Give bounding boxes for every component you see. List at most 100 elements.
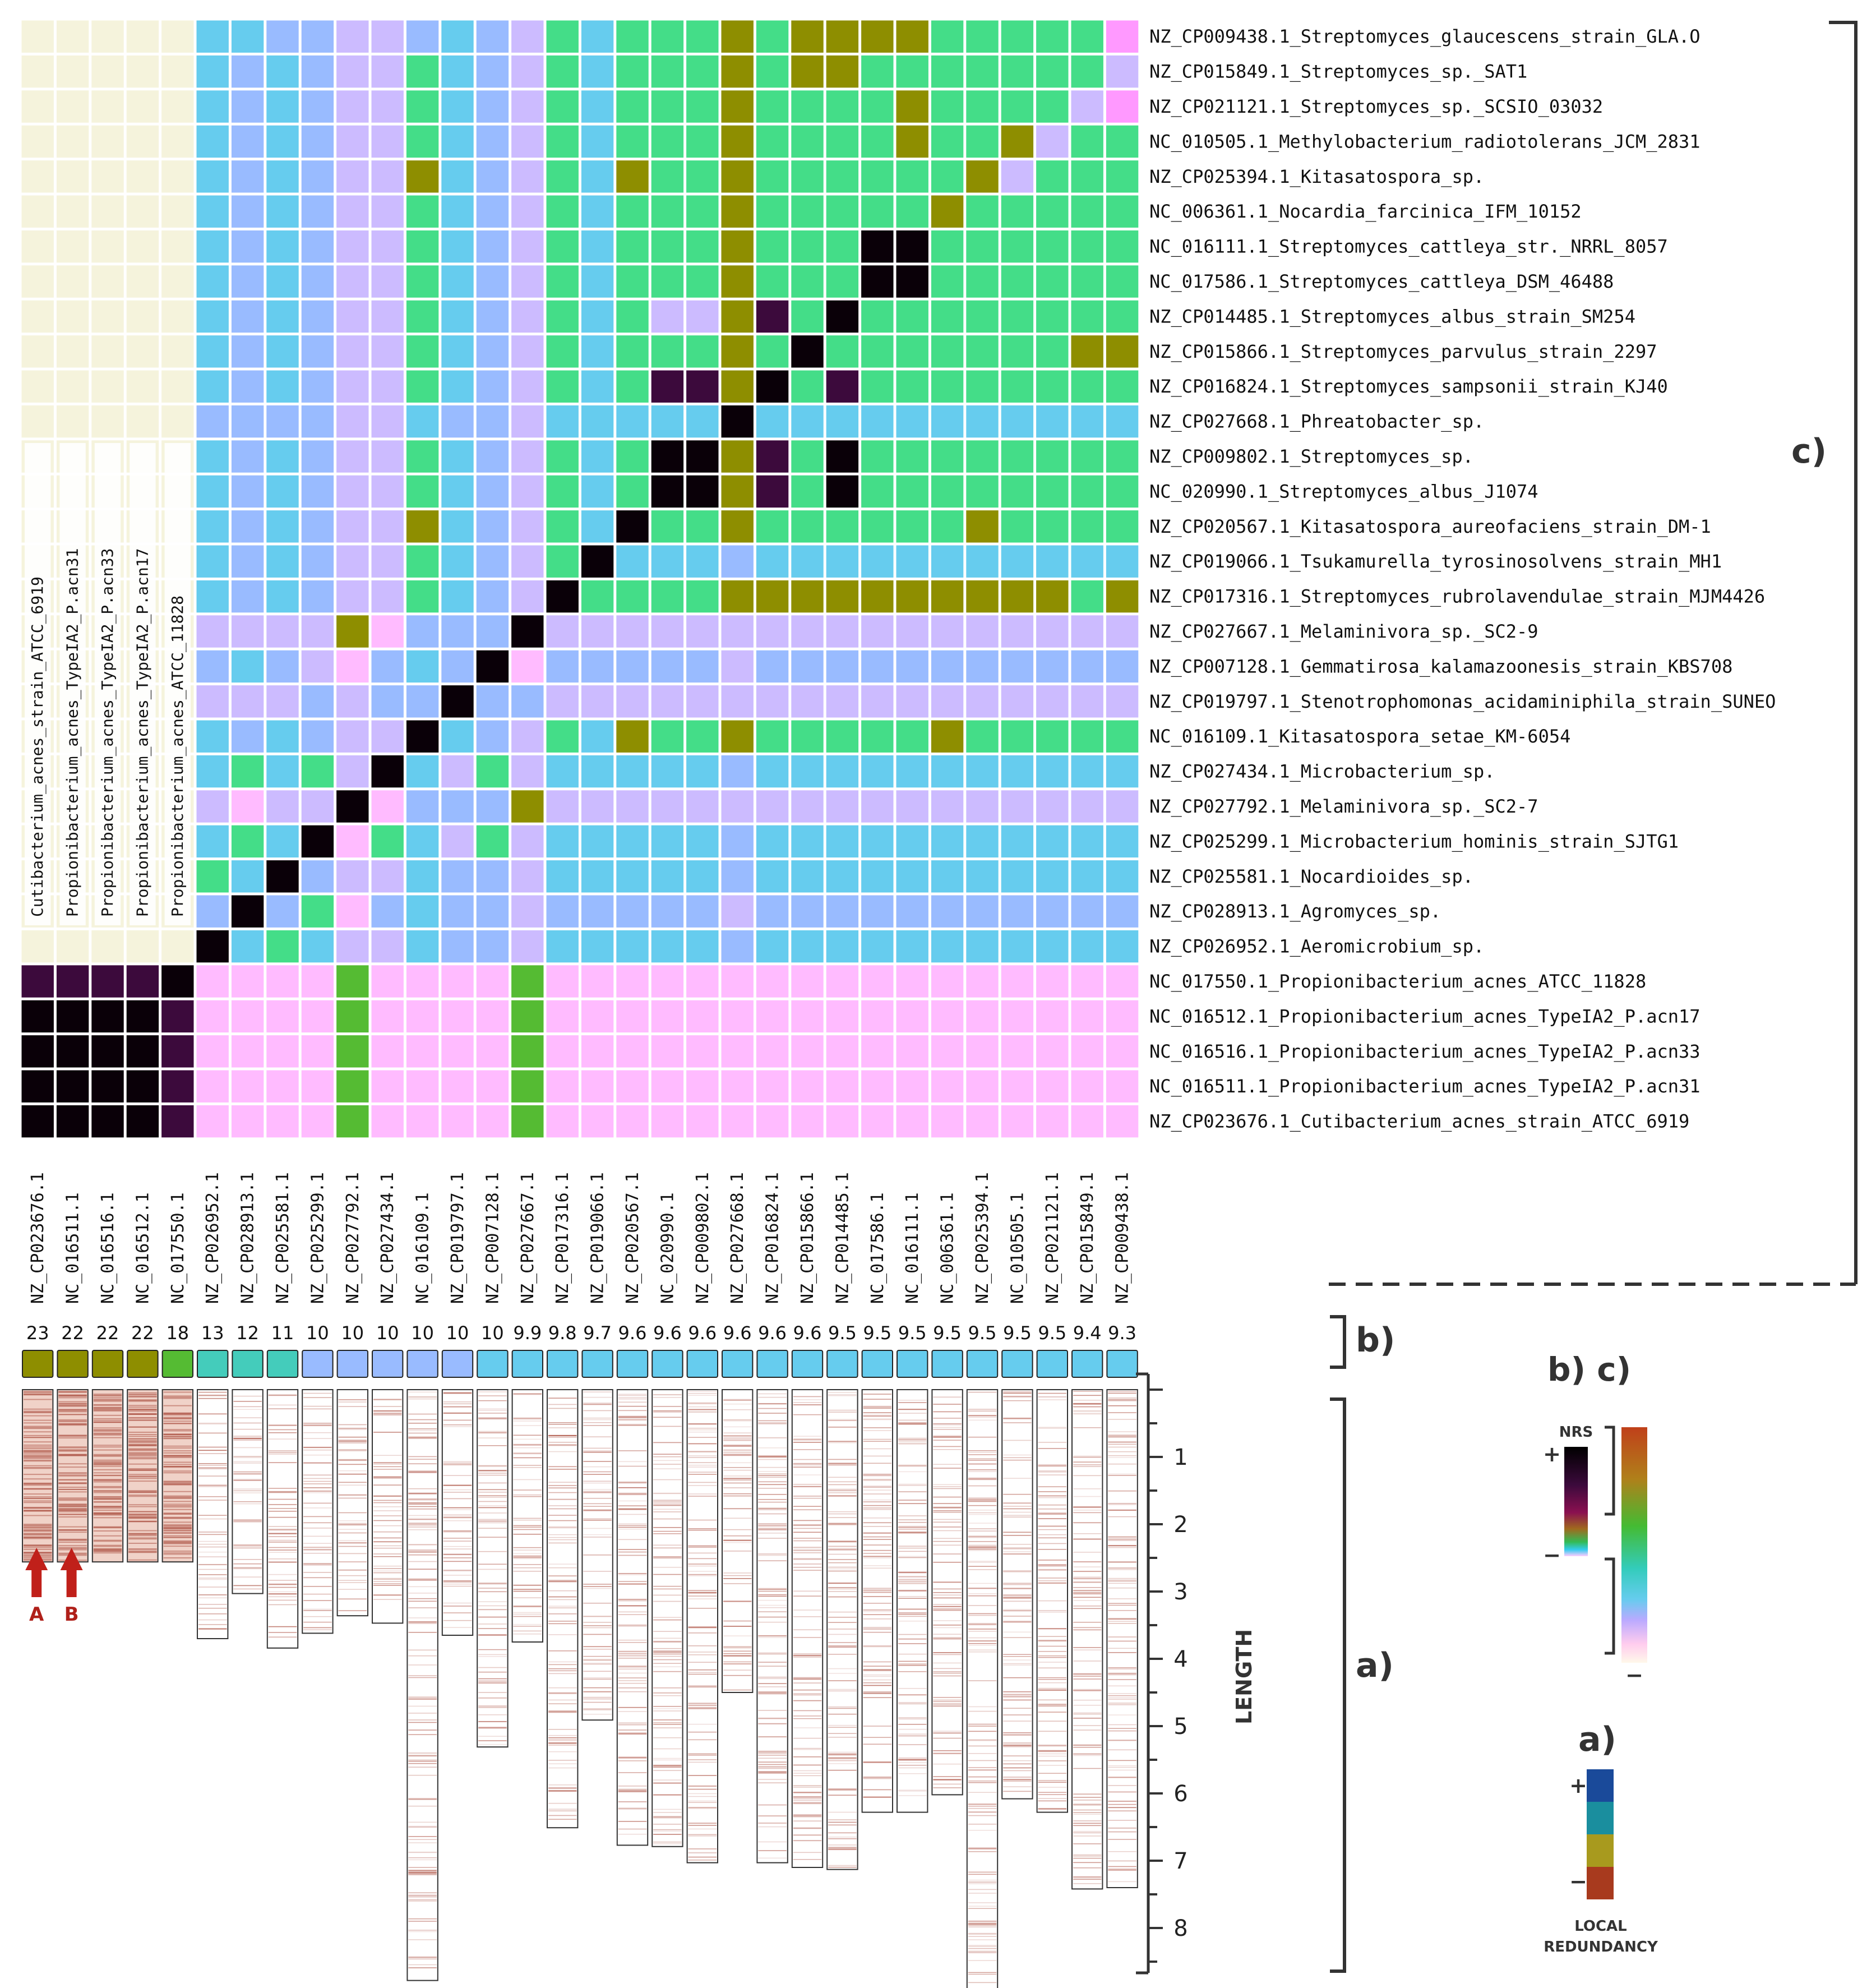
heatmap-cell	[826, 475, 859, 508]
heatmap-cell	[301, 580, 334, 613]
heatmap-cell	[56, 55, 89, 88]
heatmap-cell	[756, 370, 789, 403]
heatmap-cell	[476, 160, 509, 193]
heatmap-cell	[721, 1070, 754, 1103]
heatmap-cell	[441, 615, 474, 648]
heatmap-cell	[91, 125, 124, 158]
heatmap-cell	[476, 615, 509, 648]
heatmap-cell	[266, 580, 299, 613]
heatmap-cell	[1106, 860, 1139, 893]
nrs-value: 10	[306, 1322, 329, 1344]
heatmap-cell	[476, 195, 509, 228]
heatmap-cell	[686, 440, 719, 473]
column-labels: NZ_CP023676.1 NC_016511.1 NC_016516.1 NC_01…	[28, 1172, 1132, 1304]
heatmap-cell	[511, 545, 544, 578]
heatmap-cell	[476, 265, 509, 298]
row-label: NZ_CP017316.1_Streptomyces_rubrolavendul…	[1149, 586, 1765, 607]
heatmap-cell	[1036, 335, 1069, 368]
column-label: NZ_CP009802.1	[693, 1172, 713, 1304]
heatmap-cell	[791, 790, 824, 823]
heatmap-cell	[581, 930, 614, 963]
row-label: NZ_CP016824.1_Streptomyces_sampsonii_str…	[1149, 376, 1668, 397]
heatmap-cell	[546, 860, 579, 893]
heatmap-cell	[21, 1070, 54, 1103]
nrs-swatch	[127, 1350, 159, 1378]
heatmap-cell	[1106, 755, 1139, 788]
heatmap-cell	[301, 300, 334, 333]
heatmap-cell	[196, 265, 229, 298]
heatmap-cell	[546, 335, 579, 368]
heatmap-cell	[1001, 720, 1034, 753]
heatmap-cell	[721, 755, 754, 788]
heatmap-cell	[1001, 965, 1034, 998]
heatmap-cell	[1001, 755, 1034, 788]
nrs-swatch	[651, 1350, 683, 1378]
heatmap-cell	[826, 370, 859, 403]
heatmap-cell	[21, 125, 54, 158]
heatmap-cell	[861, 370, 894, 403]
heatmap-cell	[56, 370, 89, 403]
heatmap-cell	[126, 55, 159, 88]
heatmap-cell	[686, 790, 719, 823]
heatmap-cell	[441, 475, 474, 508]
heatmap-cell	[1106, 1000, 1139, 1033]
heatmap-cell	[616, 650, 649, 683]
heatmap-cell	[476, 300, 509, 333]
heatmap-cell	[1001, 545, 1034, 578]
heatmap-cell	[1036, 650, 1069, 683]
heatmap-cell	[406, 965, 439, 998]
heatmap-cell	[1071, 895, 1103, 928]
column-label: NZ_CP014485.1	[833, 1172, 852, 1304]
column-label: NZ_CP017316.1	[553, 1172, 572, 1304]
heatmap-cell	[161, 160, 194, 193]
heatmap-cell	[616, 720, 649, 753]
heatmap-cell	[896, 300, 928, 333]
heatmap-cell	[826, 615, 859, 648]
heatmap-cell	[476, 825, 509, 858]
heatmap-cell	[931, 545, 964, 578]
heatmap-cell	[266, 335, 299, 368]
heatmap-cell	[581, 755, 614, 788]
heatmap-cell	[126, 930, 159, 963]
heatmap-cell	[1036, 965, 1069, 998]
heatmap-cell	[336, 160, 369, 193]
heatmap-cell	[441, 1070, 474, 1103]
heatmap-cell	[791, 230, 824, 263]
heatmap-cell	[581, 265, 614, 298]
heatmap-cell	[756, 475, 789, 508]
heatmap-cell	[1071, 790, 1103, 823]
heatmap-cell	[336, 1105, 369, 1138]
column-label: NC_020990.1	[658, 1192, 677, 1304]
heatmap-cell	[371, 720, 404, 753]
heatmap-cell	[161, 965, 194, 998]
heatmap-cell	[616, 1000, 649, 1033]
heatmap-cell	[896, 510, 928, 543]
heatmap-cell	[826, 125, 859, 158]
heatmap-cell	[56, 265, 89, 298]
heatmap-cell	[91, 90, 124, 123]
column-label: NZ_CP015849.1	[1078, 1172, 1097, 1304]
genome-bar	[197, 1389, 229, 1639]
heatmap-cell	[301, 685, 334, 718]
arrow-shape	[60, 1548, 83, 1597]
heatmap-cell	[441, 55, 474, 88]
nrs-value: 9.3	[1108, 1322, 1136, 1344]
heatmap-cell	[406, 545, 439, 578]
genome-bar	[266, 1389, 299, 1649]
heatmap-cell	[441, 405, 474, 438]
heatmap-cell	[616, 20, 649, 53]
heatmap-cell	[791, 615, 824, 648]
heatmap-cell	[231, 55, 264, 88]
heatmap-cell	[651, 1105, 684, 1138]
heatmap-cell	[616, 55, 649, 88]
panel-label-c: c)	[1791, 432, 1827, 471]
heatmap-cell	[931, 335, 964, 368]
heatmap-cell	[756, 1070, 789, 1103]
heatmap-cell	[406, 195, 439, 228]
heatmap-cell	[931, 825, 964, 858]
heatmap-cell	[826, 1070, 859, 1103]
heatmap-cell	[91, 1070, 124, 1103]
arrow-shape	[25, 1548, 48, 1597]
row-label: NZ_CP009802.1_Streptomyces_sp.	[1149, 446, 1473, 467]
heatmap-cell	[91, 160, 124, 193]
